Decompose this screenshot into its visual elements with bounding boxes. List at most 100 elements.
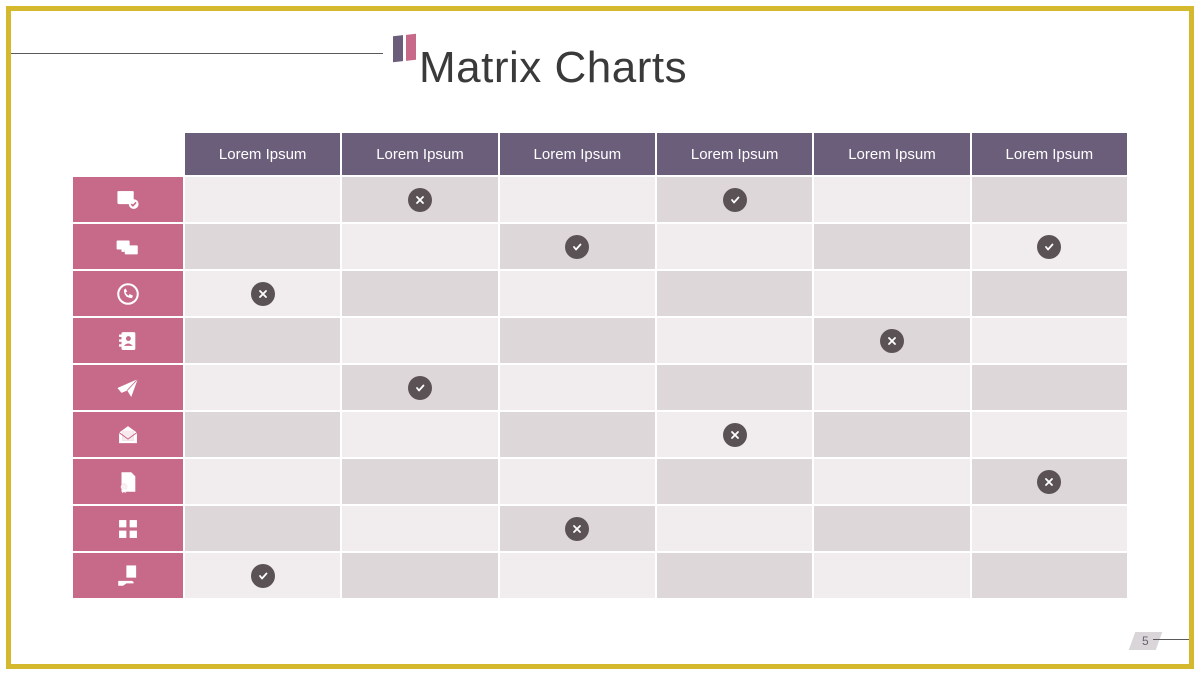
page-title: Matrix Charts (419, 43, 687, 93)
cross-mark-icon (723, 423, 747, 447)
matrix-cell (500, 177, 655, 222)
row-header (73, 224, 183, 269)
matrix-chart: Lorem IpsumLorem IpsumLorem IpsumLorem I… (71, 131, 1129, 600)
table-row (73, 506, 1127, 551)
address-book-icon (73, 328, 183, 354)
corner-cell (73, 133, 183, 175)
table-row (73, 177, 1127, 222)
matrix-cell (185, 271, 340, 316)
check-mark-icon (723, 188, 747, 212)
matrix-cell (814, 224, 969, 269)
row-header (73, 412, 183, 457)
matrix-cell (342, 318, 497, 363)
table-row (73, 271, 1127, 316)
check-mark-icon (251, 564, 275, 588)
matrix-cell (500, 506, 655, 551)
matrix-cell (342, 553, 497, 598)
matrix-cell (814, 318, 969, 363)
matrix-cell (342, 271, 497, 316)
matrix-cell (185, 365, 340, 410)
matrix-cell (185, 224, 340, 269)
page-number-badge: 5 (1129, 632, 1162, 650)
col-header: Lorem Ipsum (500, 133, 655, 175)
table-row (73, 365, 1127, 410)
matrix-cell (185, 412, 340, 457)
matrix-body (73, 177, 1127, 598)
matrix-cell (972, 506, 1127, 551)
matrix-cell (185, 459, 340, 504)
matrix-cell (185, 553, 340, 598)
matrix-header: Lorem IpsumLorem IpsumLorem IpsumLorem I… (73, 133, 1127, 175)
row-header (73, 553, 183, 598)
matrix-cell (657, 459, 812, 504)
cross-mark-icon (1037, 470, 1061, 494)
matrix-cell (500, 553, 655, 598)
matrix-cell (972, 318, 1127, 363)
cross-mark-icon (251, 282, 275, 306)
check-mark-icon (1037, 235, 1061, 259)
row-header (73, 506, 183, 551)
matrix-cell (814, 459, 969, 504)
row-header (73, 365, 183, 410)
cross-mark-icon (408, 188, 432, 212)
matrix-cell (972, 553, 1127, 598)
col-header: Lorem Ipsum (814, 133, 969, 175)
cross-mark-icon (880, 329, 904, 353)
matrix-cell (972, 365, 1127, 410)
matrix-cell (342, 365, 497, 410)
matrix-cell (342, 412, 497, 457)
col-header: Lorem Ipsum (657, 133, 812, 175)
matrix-cell (185, 177, 340, 222)
matrix-cell (657, 318, 812, 363)
matrix-cell (342, 224, 497, 269)
divider-bottom (1153, 639, 1189, 640)
matrix-cell (342, 177, 497, 222)
matrix-cell (657, 224, 812, 269)
matrix-cell (814, 271, 969, 316)
col-header: Lorem Ipsum (185, 133, 340, 175)
logo-bar-b (406, 34, 416, 61)
monitors-icon (73, 234, 183, 260)
check-mark-icon (408, 376, 432, 400)
matrix-cell (342, 459, 497, 504)
matrix-cell (972, 459, 1127, 504)
matrix-cell (500, 459, 655, 504)
matrix-cell (657, 177, 812, 222)
matrix-cell (814, 553, 969, 598)
check-mark-icon (565, 235, 589, 259)
mail-open-icon (73, 422, 183, 448)
matrix-cell (657, 365, 812, 410)
window-check-icon (73, 187, 183, 213)
matrix-cell (500, 224, 655, 269)
matrix-table: Lorem IpsumLorem IpsumLorem IpsumLorem I… (71, 131, 1129, 600)
matrix-cell (814, 506, 969, 551)
matrix-cell (657, 506, 812, 551)
matrix-cell (342, 506, 497, 551)
matrix-cell (500, 271, 655, 316)
matrix-cell (500, 365, 655, 410)
row-header (73, 177, 183, 222)
row-header (73, 459, 183, 504)
matrix-cell (972, 412, 1127, 457)
row-header (73, 318, 183, 363)
matrix-cell (972, 271, 1127, 316)
table-row (73, 224, 1127, 269)
matrix-cell (657, 271, 812, 316)
matrix-cell (185, 318, 340, 363)
matrix-cell (500, 412, 655, 457)
logo-bar-a (393, 35, 403, 62)
grid-docs-icon (73, 516, 183, 542)
logo-mark (393, 34, 416, 62)
cross-mark-icon (565, 517, 589, 541)
hand-doc-icon (73, 563, 183, 589)
row-header (73, 271, 183, 316)
table-row (73, 553, 1127, 598)
slide-frame: Matrix Charts Lorem IpsumLorem IpsumLore… (6, 6, 1194, 669)
phone-circle-icon (73, 281, 183, 307)
divider-top (11, 53, 383, 54)
matrix-cell (814, 177, 969, 222)
table-row (73, 459, 1127, 504)
matrix-cell (972, 224, 1127, 269)
matrix-cell (814, 412, 969, 457)
paper-plane-icon (73, 375, 183, 401)
